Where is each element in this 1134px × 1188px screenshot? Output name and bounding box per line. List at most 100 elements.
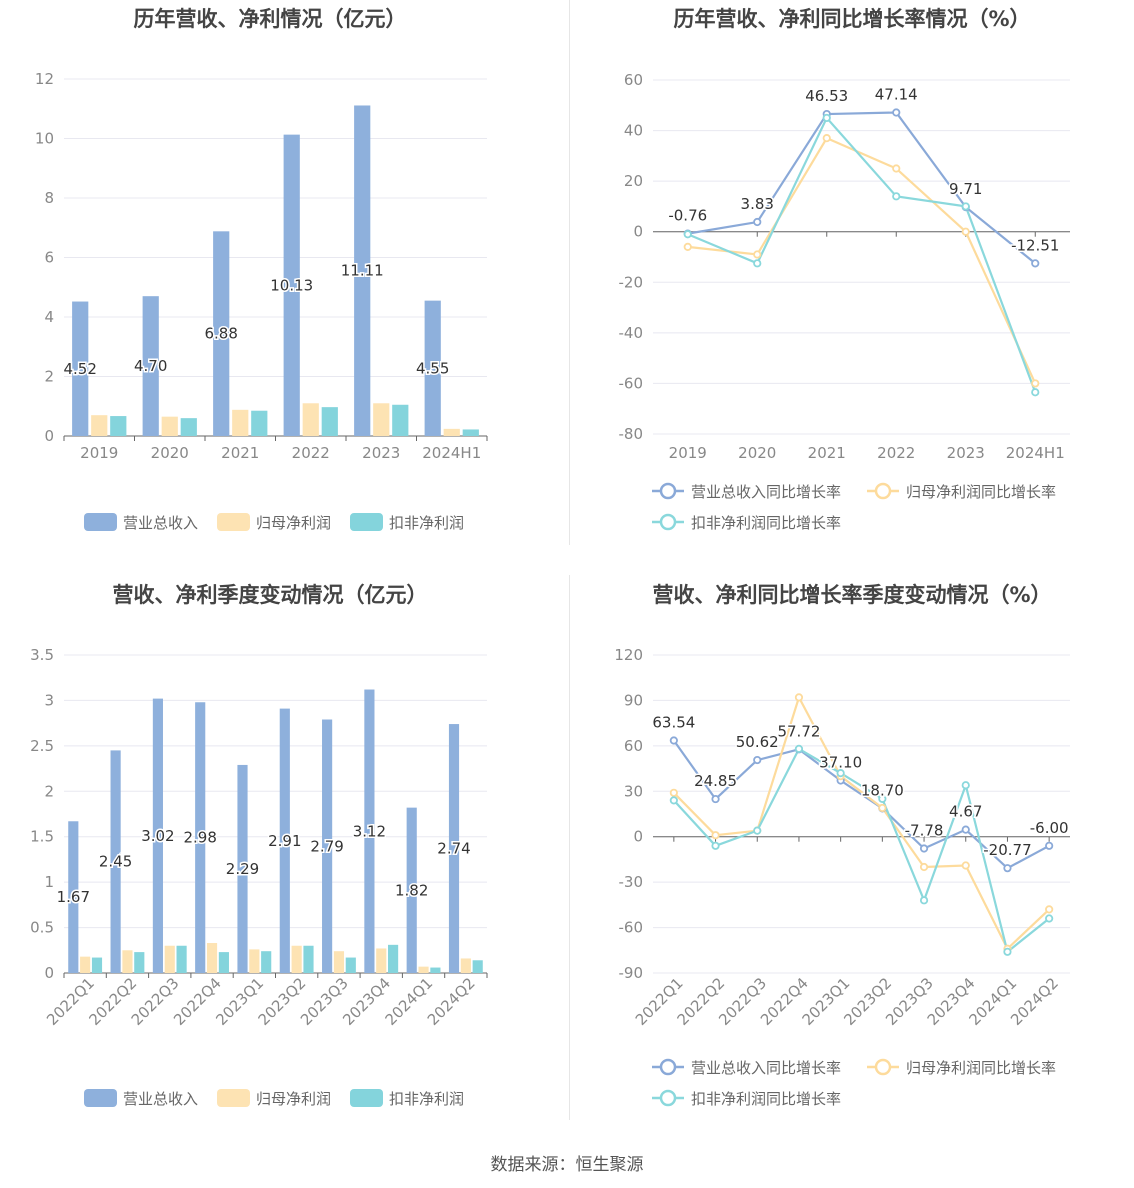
chart-title: 历年营收、净利情况（亿元） — [134, 7, 407, 31]
series-point-net-profit — [961, 861, 970, 870]
legend-swatch — [217, 513, 250, 531]
bar-deducted-profit — [91, 957, 103, 973]
x-tick-label: 2021 — [221, 444, 259, 462]
series-point-revenue — [892, 108, 901, 117]
series-point-revenue — [753, 755, 762, 765]
series-point-deducted-profit — [822, 113, 831, 123]
y-tick-label: -30 — [619, 873, 644, 891]
revenue-data-label: 11.11 — [341, 262, 384, 280]
series-point-deducted-profit — [892, 192, 901, 201]
legend-label: 归母净利润 — [256, 1090, 331, 1108]
revenue-growth-data-label: 3.83 — [741, 195, 774, 213]
x-tick-label: 2022 — [292, 444, 330, 462]
revenue-growth-data-label: -20.77 — [983, 841, 1031, 859]
x-tick-label: 2021 — [808, 444, 846, 462]
y-tick-label: 40 — [624, 122, 643, 140]
quarterly-growth-rate-chart: 营收、净利同比增长率季度变动情况（%）-90-60-30030609012020… — [614, 583, 1070, 1108]
series-point-net-profit — [753, 250, 762, 259]
series-point-revenue — [711, 794, 720, 804]
vertical-divider-top — [569, 0, 570, 545]
revenue-growth-data-label: -7.78 — [905, 821, 944, 839]
revenue-growth-data-label: 37.10 — [819, 754, 862, 772]
bar-net-profit — [206, 943, 218, 973]
series-point-deducted-profit — [961, 781, 970, 790]
legend-marker — [659, 513, 677, 531]
bar-deducted-profit — [472, 960, 483, 973]
series-line-net-profit — [687, 136, 1037, 384]
revenue-growth-data-label: 4.67 — [949, 803, 982, 821]
legend-label: 扣非净利润 — [389, 1090, 464, 1108]
annual-revenue-profit-chart: 历年营收、净利情况（亿元） 0 2 4 6 8 10 12 2019 2020 2021 2022 20… — [35, 7, 488, 532]
series-point-revenue — [1045, 841, 1054, 850]
series-point-revenue — [1031, 259, 1040, 268]
revenue-data-label: 2.79 — [310, 837, 343, 855]
y-tick-label: 0 — [633, 828, 643, 846]
revenue-growth-data-label: -12.51 — [1011, 236, 1059, 254]
bar-deducted-profit — [462, 429, 479, 436]
revenue-growth-data-label: 9.71 — [949, 180, 982, 198]
legend-label: 归母净利润同比增长率 — [906, 483, 1056, 501]
bar-net-profit — [232, 409, 249, 436]
y-tick-label: 2 — [44, 368, 54, 386]
revenue-data-label: 2.29 — [226, 860, 259, 878]
revenue-data-label: 4.52 — [64, 360, 97, 378]
bar-deducted-profit — [392, 404, 409, 436]
legend-marker — [659, 1089, 677, 1107]
chart-title: 营收、净利同比增长率季度变动情况（%） — [652, 583, 1051, 607]
y-tick-label: 0 — [44, 964, 54, 982]
legend-marker — [659, 1058, 677, 1076]
bar-revenue — [364, 689, 375, 973]
y-tick-label: 60 — [624, 71, 643, 89]
bar-revenue — [152, 698, 163, 973]
bar-net-profit — [460, 958, 471, 973]
legend-label: 扣非净利润同比增长率 — [691, 514, 841, 532]
revenue-data-label: 1.82 — [395, 881, 428, 899]
legend-label: 营业总收入同比增长率 — [691, 1059, 841, 1077]
y-tick-label: 12 — [35, 70, 54, 88]
bar-net-profit — [164, 945, 175, 973]
chart-title: 营收、净利季度变动情况（亿元） — [113, 583, 428, 607]
legend-label: 营业总收入同比增长率 — [691, 483, 841, 501]
x-tick-label: 2024Q2 — [424, 974, 479, 1029]
bar-net-profit — [91, 415, 108, 436]
y-tick-label: 1 — [44, 873, 54, 891]
bar-net-profit — [333, 951, 345, 973]
revenue-data-label: 2.45 — [99, 853, 132, 871]
revenue-growth-data-label: 24.85 — [694, 772, 737, 790]
bar-net-profit — [373, 403, 390, 436]
vertical-divider-bottom — [569, 575, 570, 1120]
y-tick-label: 120 — [614, 646, 643, 664]
bar-deducted-profit — [321, 407, 338, 436]
series-line-deducted-profit — [687, 115, 1037, 393]
y-tick-label: -60 — [619, 919, 644, 937]
series-point-deducted-profit — [711, 841, 720, 850]
y-tick-label: 90 — [624, 691, 643, 709]
bar-net-profit — [418, 966, 429, 973]
series-point-deducted-profit — [753, 259, 762, 268]
bar-deducted-profit — [176, 945, 187, 973]
x-tick-label: 2024H1 — [1006, 444, 1065, 462]
bar-net-profit — [249, 949, 260, 973]
bar-net-profit — [376, 948, 387, 973]
x-tick-label: 2020 — [738, 444, 776, 462]
y-tick-label: 20 — [624, 172, 643, 190]
series-point-deducted-profit — [669, 796, 678, 805]
series-point-net-profit — [1031, 379, 1040, 388]
y-tick-label: 0.5 — [30, 919, 54, 937]
bar-revenue — [283, 134, 300, 436]
revenue-growth-data-label: 63.54 — [652, 713, 695, 731]
series-point-deducted-profit — [683, 230, 692, 239]
revenue-growth-data-label: -0.76 — [668, 207, 707, 225]
y-tick-label: -60 — [619, 374, 644, 392]
legend-label: 扣非净利润同比增长率 — [691, 1090, 841, 1108]
series-point-deducted-profit — [794, 744, 804, 753]
series-point-net-profit — [669, 788, 678, 797]
series-point-revenue — [669, 736, 678, 745]
bar-deducted-profit — [110, 416, 127, 436]
bar-revenue — [237, 764, 248, 973]
bar-deducted-profit — [134, 952, 145, 973]
revenue-growth-data-label: 46.53 — [805, 87, 848, 105]
series-point-revenue — [753, 217, 762, 227]
y-tick-label: -80 — [619, 425, 644, 443]
